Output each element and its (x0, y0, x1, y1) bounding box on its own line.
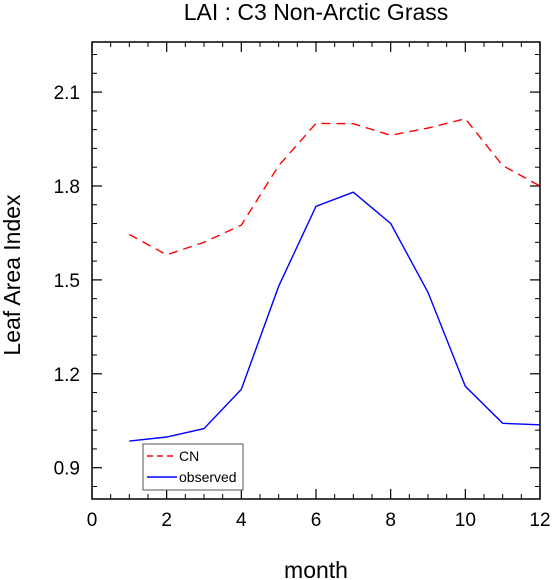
y-tick-label: 1.5 (54, 271, 80, 292)
y-tick-label: 0.9 (54, 459, 80, 480)
legend-box (142, 443, 244, 491)
y-tick-label: 2.1 (54, 83, 80, 104)
x-tick-label: 6 (311, 510, 322, 531)
x-tick-label: 8 (385, 510, 396, 531)
plot-border (91, 41, 541, 500)
axis-ticks (91, 42, 541, 499)
series-layer (128, 117, 541, 442)
y-tick-label: 1.8 (54, 177, 80, 198)
legend: CN observed (142, 443, 244, 491)
x-axis-title: month (284, 557, 348, 580)
plot-frame (91, 41, 541, 500)
x-tick-label: 2 (161, 510, 172, 531)
legend-label-observed: observed (179, 469, 237, 485)
x-tick-label: 10 (455, 510, 476, 531)
tick-labels: 0 2 4 6 8 10 12 0.9 1.2 1.5 1.8 2.1 (54, 83, 551, 531)
x-tick-label: 4 (236, 510, 247, 531)
y-axis-title: Leaf Area Index (0, 194, 25, 356)
x-tick-label: 0 (87, 510, 98, 531)
x-tick-label: 12 (529, 510, 550, 531)
series-line-observed (129, 191, 541, 442)
series-line-cn (128, 117, 541, 256)
y-tick-label: 1.2 (54, 365, 80, 386)
legend-label-cn: CN (179, 448, 199, 464)
chart-title: LAI : C3 Non-Arctic Grass (184, 0, 449, 25)
